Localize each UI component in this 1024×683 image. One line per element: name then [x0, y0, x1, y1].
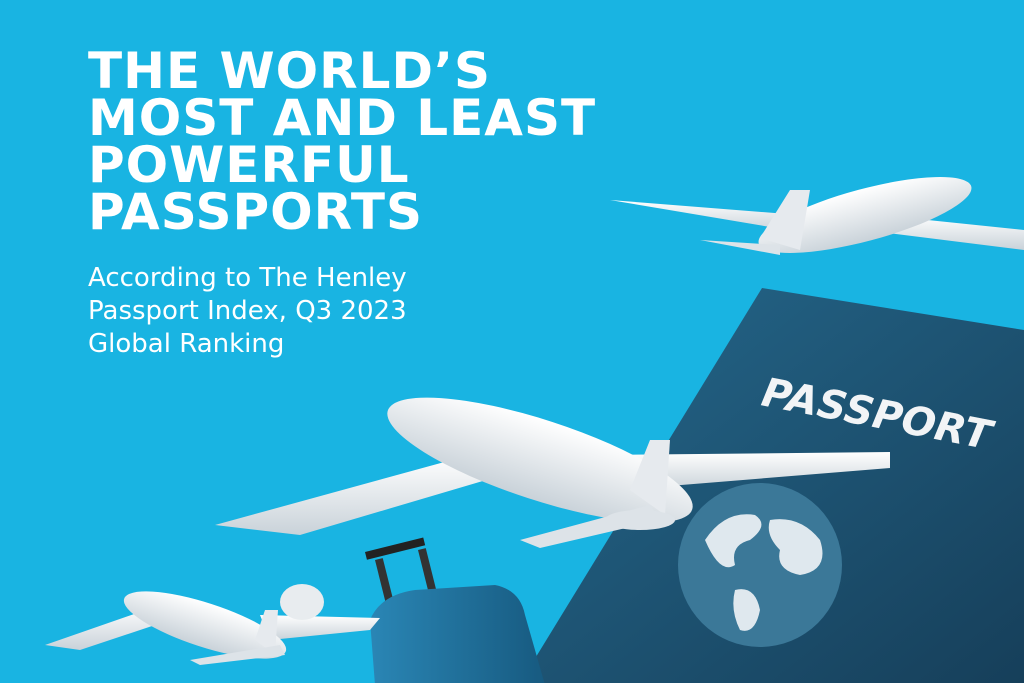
subtitle-line: According to The Henley: [88, 263, 407, 293]
airplane-icon: [215, 397, 890, 548]
suitcase-icon: [365, 537, 545, 683]
globe-icon: [678, 483, 842, 647]
airplane-icon: [45, 584, 380, 665]
subtitle-line: Global Ranking: [88, 329, 285, 359]
title-line: POWERFUL: [88, 136, 410, 194]
passport-icon: PASSPORT: [520, 288, 1024, 683]
airplane-icon: [610, 177, 1024, 255]
title-line: PASSPORTS: [88, 183, 424, 241]
subtitle-line: Passport Index, Q3 2023: [88, 296, 407, 326]
title-line: THE WORLD’S: [88, 42, 492, 100]
poster-title: THE WORLD’S MOST AND LEAST POWERFUL PASS…: [88, 42, 597, 241]
poster-subtitle: According to The Henley Passport Index, …: [88, 262, 407, 361]
title-line: MOST AND LEAST: [88, 89, 597, 147]
